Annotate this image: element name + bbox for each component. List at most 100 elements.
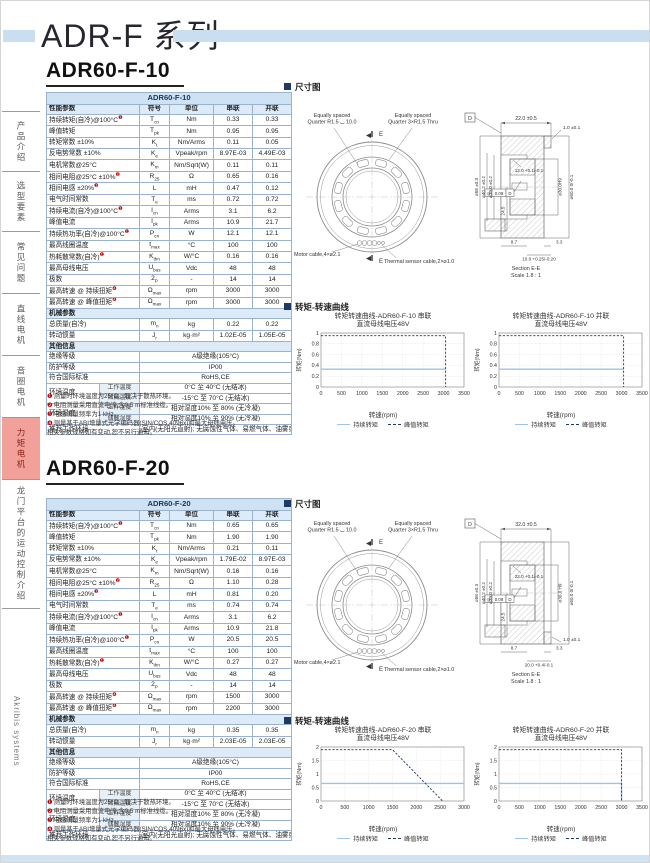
svg-text:0.6: 0.6 xyxy=(312,352,319,358)
table-row: 转动惯量 Jr kg·m² 2.03E-05 2.03E-05 xyxy=(46,735,293,749)
svg-text:Thermal sensor cable,2×⌀1.0: Thermal sensor cable,2×⌀1.0 xyxy=(384,259,454,265)
svg-text:⌀60.0 0/-0.1: ⌀60.0 0/-0.1 xyxy=(569,174,574,199)
svg-text:Equally spaced: Equally spaced xyxy=(314,521,351,527)
svg-text:Quarter 3×R1.5 Thru: Quarter 3×R1.5 Thru xyxy=(388,528,438,534)
legend-item: 峰值转矩 xyxy=(566,420,607,429)
svg-text:转矩(Nm): 转矩(Nm) xyxy=(295,348,303,371)
svg-text:1500: 1500 xyxy=(376,391,388,397)
svg-text:Scale 1.8 : 1: Scale 1.8 : 1 xyxy=(511,273,541,279)
svg-text:2000: 2000 xyxy=(410,805,422,811)
chart-plot: 0 500 1000 1500 2000 2500 3000 3500 0 0.5 1 1.5 2 转矩(… xyxy=(472,743,649,822)
sidebar-item-1[interactable]: 选型要素 xyxy=(2,171,40,231)
svg-text:1: 1 xyxy=(316,772,319,778)
svg-text:500: 500 xyxy=(515,391,524,397)
svg-text:2500: 2500 xyxy=(434,805,446,811)
svg-text:0.4: 0.4 xyxy=(312,363,319,369)
table-row: 峰值转矩 Tpk Nm 0.95 0.95 xyxy=(46,125,293,138)
svg-text:2500: 2500 xyxy=(595,391,607,397)
sidebar-item-0[interactable]: 产品介绍 xyxy=(2,111,40,171)
sidebar-item-2[interactable]: 常见问题 xyxy=(2,231,40,293)
svg-text:2500: 2500 xyxy=(595,805,607,811)
chart-title: 转矩转速曲线-ADR60-F-20 串联 xyxy=(334,727,432,734)
table-row: 持续热功率(自冷)@100°C❶ Pcn W 20.5 20.5 xyxy=(46,633,293,647)
svg-text:E: E xyxy=(379,667,383,673)
svg-text:1: 1 xyxy=(494,772,497,778)
spec-table-adr60-f-10: ADR60-F-10 性能参数 符号 单位 串联 并联 持续转矩(自冷)@100°C❶ Tcn… xyxy=(45,92,293,436)
svg-text:◎: ◎ xyxy=(487,191,491,196)
svg-text:1.0 ±0.1: 1.0 ±0.1 xyxy=(563,125,581,131)
svg-text:1000: 1000 xyxy=(363,805,375,811)
table-row: 电气时间常数 Te ms 0.72 0.72 xyxy=(46,193,293,207)
sidebar-item-3[interactable]: 直线电机 xyxy=(2,293,40,355)
svg-text:0.6: 0.6 xyxy=(490,352,497,358)
footnotes-adr60-f-10: ❶测量时环境温度为25°C。取决于散热环境。 ❷电阻测量采用直流电流,含0.5 m… xyxy=(47,392,297,437)
chart-plot: 0 500 1000 1500 2000 2500 3000 0 0.5 1 1.5 2 转矩(Nm) xyxy=(294,743,472,822)
footnote-line: ❹测量基于ABI增量式光学编码器(SIN/COS,4096x)和最大母线电压。 xyxy=(47,420,239,427)
svg-text:E: E xyxy=(379,259,383,265)
table-row: 防护等级 IP00 xyxy=(46,361,293,374)
svg-text:0: 0 xyxy=(320,391,323,397)
svg-text:⌀39.0 ±0.2: ⌀39.0 ±0.2 xyxy=(488,582,493,604)
svg-text:20.0 +0.4/-0.1: 20.0 +0.4/-0.1 xyxy=(525,663,554,668)
table-row: 持续电流(自冷)@100°C❶ Icn Arms 3.1 6.2 xyxy=(46,611,293,624)
chart-xlabel: 转速(rpm) xyxy=(546,412,576,419)
chart-subtitle: 直流母线电压48V xyxy=(534,321,588,328)
svg-text:0: 0 xyxy=(494,385,497,391)
footer-accent-strip xyxy=(1,855,649,862)
svg-text:1.0 ±0.1: 1.0 ±0.1 xyxy=(563,637,581,643)
square-bullet-icon xyxy=(284,303,291,310)
svg-text:1500: 1500 xyxy=(554,805,566,811)
svg-text:0: 0 xyxy=(498,805,501,811)
footnote-line: ❸电感测量频率为1 kHz。 xyxy=(47,411,121,418)
table-row: 防护等级 IP00 xyxy=(46,767,293,780)
svg-text:0: 0 xyxy=(494,799,497,805)
table-row: 极数 2P -14 14 xyxy=(46,679,293,693)
svg-text:转矩(Nm): 转矩(Nm) xyxy=(473,348,481,371)
svg-text:⌀30.0H9: ⌀30.0H9 xyxy=(558,178,563,196)
footnote-line: ❷电阻测量采用直流电流,含0.5 m标准线缆。 xyxy=(47,808,172,815)
sidebar-item-4[interactable]: 音圈电机 xyxy=(2,355,40,417)
svg-text:3000: 3000 xyxy=(438,391,450,397)
table-row: 热耗散常数(自冷)❶ Kthn W/°C 0.16 0.16 xyxy=(46,250,293,264)
table-row: 最高线圈温度 tmax °C 100 100 xyxy=(46,239,293,252)
square-bullet-icon xyxy=(284,500,291,507)
footnotes-adr60-f-20: ❶测量时环境温度为25°C。取决于散热环境。 ❷电阻测量采用直流电流,含0.5 m… xyxy=(47,798,297,843)
sidebar-item-6[interactable]: 龙门平台的运动控制介绍 xyxy=(2,479,40,609)
svg-text:1: 1 xyxy=(494,331,497,337)
svg-text:⌀58 ±0.3: ⌀58 ±0.3 xyxy=(474,178,479,197)
table-row: 环境湿度 工作湿度 相对湿度10% 至 80% (无冷凝) xyxy=(46,809,293,831)
header-accent-bar-left xyxy=(3,30,35,42)
svg-text:0.08: 0.08 xyxy=(495,597,504,602)
svg-text:E: E xyxy=(379,540,383,546)
svg-text:0.8: 0.8 xyxy=(312,342,319,348)
svg-text:E: E xyxy=(379,132,383,138)
table-header-row: 性能参数 符号 单位 串联 并联 xyxy=(46,509,293,521)
svg-text:转矩(Nm): 转矩(Nm) xyxy=(473,762,481,785)
chart-legend: 持续转矩 峰值转矩 xyxy=(294,420,472,429)
table-row: 转动惯量 Jr kg·m² 1.02E-05 1.05E-05 xyxy=(46,329,293,343)
legend-item: 峰值转矩 xyxy=(388,834,429,843)
chart-xlabel: 转速(rpm) xyxy=(546,826,576,833)
legend-item: 峰值转矩 xyxy=(566,834,607,843)
table-row: 持续热功率(自冷)@100°C❶ Pcn W 12.1 12.1 xyxy=(46,227,293,241)
svg-text:0.08: 0.08 xyxy=(495,191,504,196)
table-row: 总质量(自冷) mn kg 0.22 0.22 xyxy=(46,318,293,331)
torque-speed-chart-f10-serial: 转矩转速曲线-ADR60-F-10 串联 直流母线电压48V 0 500 1000 1… xyxy=(294,313,472,429)
footnote-line: ❹测量基于ABI增量式光学编码器(SIN/COS,4096x)和最大母线电压。 xyxy=(47,826,239,833)
sidebar-brand: Akribis systems xyxy=(12,696,21,767)
svg-text:3000: 3000 xyxy=(616,805,628,811)
svg-text:2: 2 xyxy=(316,745,319,751)
charts-row-2: 转矩转速曲线-ADR60-F-20 串联 直流母线电压48V 0 500 1000 1… xyxy=(294,727,649,843)
svg-text:24.5: 24.5 xyxy=(501,206,506,215)
chart-legend: 持续转矩 峰值转矩 xyxy=(294,834,472,843)
svg-text:转矩(Nm): 转矩(Nm) xyxy=(295,762,303,785)
svg-text:1.5: 1.5 xyxy=(490,758,497,764)
svg-text:3.3: 3.3 xyxy=(556,646,563,651)
sidebar-item-5[interactable]: 力矩电机 xyxy=(2,417,40,479)
chart-title: 转矩转速曲线-ADR60-F-10 串联 xyxy=(334,313,432,320)
header-accent-bar-right xyxy=(173,30,649,42)
chart-legend: 持续转矩 峰值转矩 xyxy=(472,834,649,843)
